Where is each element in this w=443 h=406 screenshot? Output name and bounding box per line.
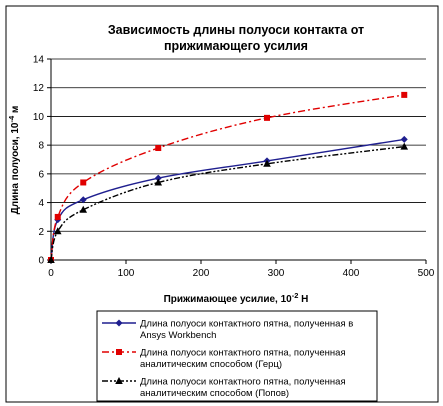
- x-tick-label-400: 400: [343, 268, 360, 279]
- legend-entries: Длина полуоси контактного пятна, получен…: [102, 319, 353, 399]
- legend-entry-hertz: Длина полуоси контактного пятна, получен…: [102, 348, 346, 370]
- x-tick-label-500: 500: [418, 268, 435, 279]
- data-point-popov-5: [400, 142, 409, 150]
- data-point-popov-3: [154, 178, 163, 186]
- legend-entry-popov: Длина полуоси контактного пятна, получен…: [102, 377, 346, 399]
- legend-label-ansys-line-1: Длина полуоси контактного пятна, получен…: [140, 319, 353, 330]
- y-tick-label-0: 0: [38, 256, 44, 267]
- legend-marker-hertz: [116, 349, 122, 355]
- data-point-popov-0: [47, 256, 55, 263]
- x-tick-label-100: 100: [118, 268, 135, 279]
- series-line-hertz: [50, 94, 405, 261]
- y-tick-label-14: 14: [33, 55, 45, 66]
- tick-labels: 0 2 4 6 8 10 12 14 0 100 200 300 400 500: [33, 55, 435, 280]
- y-axis-label-unit: м: [10, 106, 21, 116]
- x-tick-label-300: 300: [268, 268, 285, 279]
- x-tick-label-0: 0: [48, 268, 54, 279]
- data-point-popov-2: [79, 205, 88, 213]
- y-tick-label-12: 12: [33, 83, 45, 94]
- x-axis-label: Прижимающее усилие, 10-2 Н: [164, 291, 309, 305]
- data-point-ansys-2: [79, 196, 87, 204]
- y-tick-label-8: 8: [38, 141, 44, 152]
- chart-title-line-2: прижимающего усилия: [164, 39, 308, 53]
- y-tick-label-6: 6: [38, 169, 44, 180]
- legend-label-hertz-line-2: аналитическим способом (Герц): [140, 359, 282, 370]
- series-layer: [47, 91, 409, 264]
- legend-box: [96, 310, 378, 402]
- data-point-popov-1: [53, 227, 62, 235]
- grid: [51, 58, 426, 232]
- x-axis-label-text: Прижимающее усилие, 10: [164, 294, 293, 305]
- legend-marker-ansys: [115, 319, 123, 327]
- legend: Длина полуоси контактного пятна, получен…: [96, 310, 378, 402]
- y-axis-label-text: Длина полуоси, 10: [10, 122, 21, 214]
- legend-marker-popov: [115, 377, 123, 384]
- data-point-hertz-2: [80, 179, 87, 186]
- legend-label-popov-line-2: аналитическим способом (Попов): [140, 388, 289, 399]
- legend-entry-ansys: Длина полуоси контактного пятна, получен…: [102, 319, 353, 341]
- x-tick-label-200: 200: [193, 268, 210, 279]
- y-axis-label-exponent: -4: [7, 115, 16, 122]
- y-tick-label-4: 4: [38, 198, 44, 209]
- data-point-hertz-5: [401, 91, 408, 98]
- legend-label-hertz-line-1: Длина полуоси контактного пятна, получен…: [140, 348, 346, 359]
- data-point-hertz-4: [264, 114, 270, 121]
- data-point-hertz-1: [54, 213, 61, 220]
- legend-label-popov-line-1: Длина полуоси контактного пятна, получен…: [140, 377, 346, 388]
- data-point-ansys-3: [154, 174, 162, 182]
- y-axis-label: Длина полуоси, 10-4 м: [7, 106, 21, 215]
- series-popov: [47, 142, 409, 263]
- data-point-ansys-5: [400, 135, 408, 143]
- x-axis-label-unit: Н: [298, 294, 308, 305]
- x-axis-label-exponent: -2: [292, 291, 299, 300]
- data-point-hertz-3: [155, 145, 162, 152]
- data-point-popov-4: [263, 159, 271, 167]
- y-tick-label-10: 10: [33, 112, 45, 123]
- y-tick-label-2: 2: [38, 227, 44, 238]
- chart-title-line-1: Зависимость длины полуоси контакта от: [108, 23, 364, 37]
- legend-label-ansys-line-2: Ansys Workbench: [140, 330, 216, 341]
